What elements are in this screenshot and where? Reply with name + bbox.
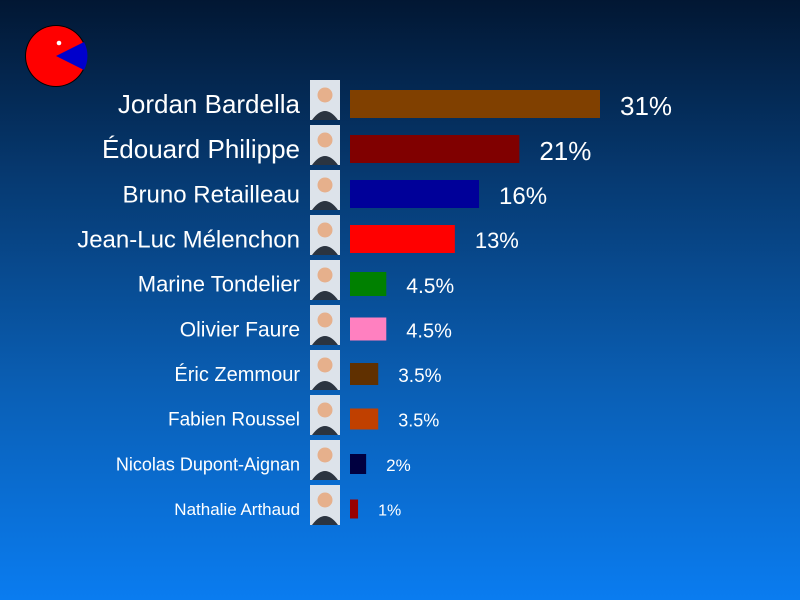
candidate-photo-icon bbox=[310, 170, 340, 210]
chart-row: Éric Zemmour 3.5% bbox=[174, 350, 442, 390]
candidate-photo-icon bbox=[310, 350, 340, 390]
value-label: 3.5% bbox=[398, 366, 441, 387]
chart-row: Jean-Luc Mélenchon 13% bbox=[77, 215, 519, 255]
candidate-photo-icon bbox=[310, 215, 340, 255]
candidate-photo-icon bbox=[310, 485, 340, 525]
bar bbox=[350, 317, 387, 341]
bar bbox=[350, 363, 379, 385]
candidate-name: Marine Tondelier bbox=[138, 272, 300, 297]
candidate-photo-icon bbox=[310, 80, 340, 120]
chart-row: Nicolas Dupont-Aignan 2% bbox=[116, 440, 411, 480]
candidate-name: Fabien Roussel bbox=[168, 410, 300, 431]
value-label: 13% bbox=[475, 228, 519, 253]
chart-row: Jordan Bardella 31% bbox=[118, 80, 672, 121]
pacman-pie-logo bbox=[25, 25, 88, 87]
value-label: 4.5% bbox=[406, 320, 452, 342]
candidate-name: Nicolas Dupont-Aignan bbox=[116, 454, 300, 474]
chart-row: Olivier Faure 4.5% bbox=[180, 305, 452, 345]
chart-row: Édouard Philippe 21% bbox=[102, 125, 591, 166]
chart-row: Fabien Roussel 3.5% bbox=[168, 395, 439, 435]
value-label: 4.5% bbox=[406, 275, 454, 298]
bar bbox=[350, 90, 600, 118]
value-label: 21% bbox=[539, 136, 591, 166]
candidate-photo-icon bbox=[310, 260, 340, 300]
value-label: 3.5% bbox=[398, 411, 439, 431]
bar bbox=[350, 408, 379, 430]
value-label: 2% bbox=[386, 456, 411, 475]
chart-row: Bruno Retailleau 16% bbox=[123, 170, 547, 210]
bar bbox=[350, 272, 387, 296]
chart-row: Nathalie Arthaud 1% bbox=[174, 485, 401, 525]
value-label: 1% bbox=[378, 503, 401, 520]
chart-row: Marine Tondelier 4.5% bbox=[138, 260, 454, 300]
candidate-photo-icon bbox=[310, 395, 340, 435]
candidate-photo-icon bbox=[310, 440, 340, 480]
candidate-name: Éric Zemmour bbox=[174, 363, 300, 386]
candidate-photo-icon bbox=[310, 305, 340, 345]
candidate-name: Jean-Luc Mélenchon bbox=[77, 226, 300, 253]
candidate-name: Jordan Bardella bbox=[118, 89, 301, 119]
candidate-name: Nathalie Arthaud bbox=[174, 500, 300, 519]
candidate-name: Édouard Philippe bbox=[102, 134, 300, 164]
value-label: 31% bbox=[620, 91, 672, 121]
bar bbox=[350, 499, 359, 519]
value-label: 16% bbox=[499, 183, 547, 210]
bar bbox=[350, 454, 367, 474]
candidate-name: Olivier Faure bbox=[180, 318, 300, 341]
candidate-photo-icon bbox=[310, 125, 340, 165]
bar bbox=[350, 180, 480, 208]
bar bbox=[350, 225, 455, 253]
bar bbox=[350, 135, 520, 163]
candidate-name: Bruno Retailleau bbox=[123, 181, 300, 208]
